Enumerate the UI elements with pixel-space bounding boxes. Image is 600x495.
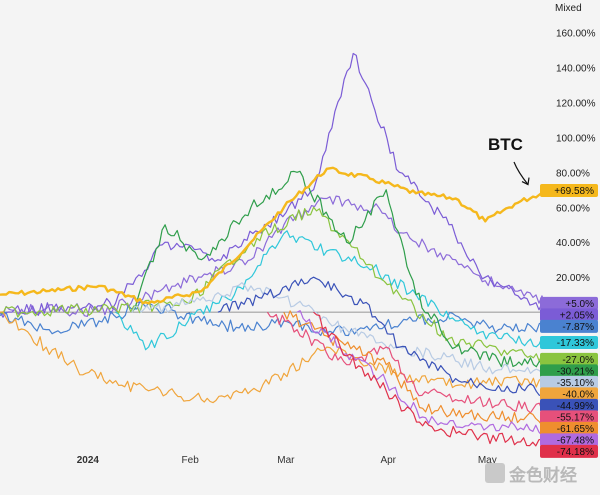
series-line <box>313 311 549 447</box>
series-line <box>0 301 549 337</box>
badge-label: -44.99% <box>557 401 594 412</box>
final-value-badges: +69.58% +5.0%+2.05%-7.87% -17.33% -27.0%-30… <box>540 184 598 458</box>
badge-background <box>540 296 598 310</box>
final-value-badge: -55.17% <box>540 410 598 424</box>
series-line <box>217 276 549 396</box>
btc-annotation-label: BTC <box>488 135 523 154</box>
badge-label: -7.87% <box>562 322 594 333</box>
watermark-logo-icon <box>485 463 505 483</box>
scale-mode-label[interactable]: Mixed <box>555 3 582 14</box>
badge-background <box>540 184 598 198</box>
badge-background <box>540 319 598 333</box>
final-value-badge: -30.21% <box>540 364 598 378</box>
final-value-badge: -67.48% <box>540 433 598 447</box>
badge-label: -67.48% <box>557 435 594 446</box>
badge-label: +2.05% <box>560 310 594 321</box>
final-value-badge: -61.65% <box>540 421 598 435</box>
badge-background <box>540 375 598 389</box>
y-tick-label: 60.00% <box>556 203 590 214</box>
series-line <box>0 166 549 305</box>
y-tick-label: 120.00% <box>556 98 596 109</box>
btc-annotation: BTC <box>488 135 530 186</box>
final-value-badge: -27.0% <box>540 352 598 366</box>
series-line <box>0 52 549 318</box>
y-tick-label: 40.00% <box>556 238 590 249</box>
badge-background <box>540 308 598 322</box>
annotation-arrow <box>513 161 529 185</box>
y-tick-label: 80.00% <box>556 168 590 179</box>
badge-label: +5.0% <box>565 299 594 310</box>
y-tick-label: 20.00% <box>556 273 590 284</box>
series-line <box>0 195 549 317</box>
final-value-badge: +69.58% <box>540 184 598 198</box>
badge-label: -27.0% <box>562 355 594 366</box>
final-value-badge: -7.87% <box>540 319 598 333</box>
series-line <box>131 170 549 368</box>
badge-background <box>540 433 598 447</box>
final-value-badge: -17.33% <box>540 335 598 349</box>
badge-label: -17.33% <box>557 338 594 349</box>
badge-label: -35.10% <box>557 378 594 389</box>
badge-label: -55.17% <box>557 412 594 423</box>
watermark-text: 金色财经 <box>508 465 577 486</box>
final-value-badge: -74.18% <box>540 444 598 458</box>
final-value-badge: +5.0% <box>540 296 598 310</box>
badge-background <box>540 387 598 401</box>
y-tick-label: 160.00% <box>556 28 596 39</box>
series-line <box>115 230 549 351</box>
series-line <box>0 311 549 404</box>
series-line <box>266 311 549 414</box>
badge-background <box>540 352 598 366</box>
x-tick-label: 2024 <box>77 455 100 466</box>
series-line <box>296 310 549 437</box>
y-tick-label: 100.00% <box>556 133 596 144</box>
series-lines <box>0 52 549 447</box>
annotation-arrowhead-icon <box>521 177 530 186</box>
badge-background <box>540 410 598 424</box>
x-axis-ticks: 2024 Feb Mar Apr May <box>77 455 497 466</box>
badge-label: -40.0% <box>562 389 594 400</box>
final-value-badge: -40.0% <box>540 387 598 401</box>
badge-background <box>540 364 598 378</box>
badge-background <box>540 398 598 412</box>
badge-label: -61.65% <box>557 424 594 435</box>
badge-background <box>540 421 598 435</box>
final-value-badge: -44.99% <box>540 398 598 412</box>
x-tick-label: May <box>478 455 497 466</box>
watermark: 金色财经 <box>485 463 577 486</box>
badge-label: +69.58% <box>554 186 594 197</box>
badge-background <box>540 444 598 458</box>
x-tick-label: Feb <box>182 455 200 466</box>
final-value-badge: -35.10% <box>540 375 598 389</box>
y-tick-label: 140.00% <box>556 63 596 74</box>
badge-label: -30.21% <box>557 366 594 377</box>
badge-background <box>540 335 598 349</box>
badge-label: -74.18% <box>557 447 594 458</box>
series-line <box>131 282 549 375</box>
final-value-badge: +2.05% <box>540 308 598 322</box>
x-tick-label: Mar <box>277 455 295 466</box>
x-tick-label: Apr <box>380 455 396 466</box>
